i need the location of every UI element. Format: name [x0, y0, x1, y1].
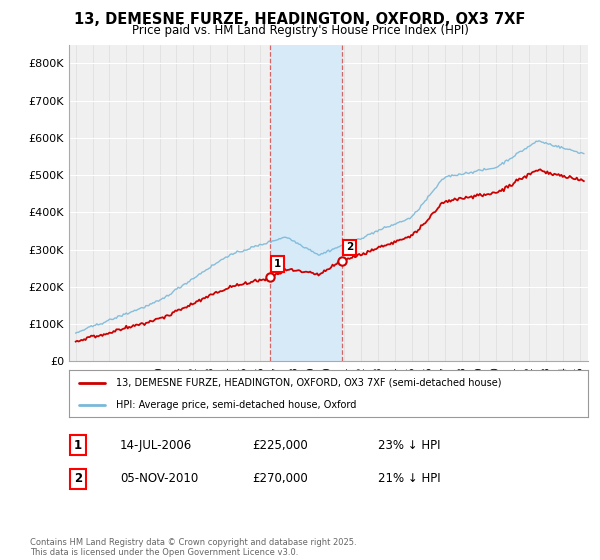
- Text: 14-JUL-2006: 14-JUL-2006: [120, 438, 192, 452]
- Text: 2: 2: [346, 242, 353, 252]
- Text: £270,000: £270,000: [252, 472, 308, 486]
- Text: 1: 1: [74, 438, 82, 452]
- Text: 23% ↓ HPI: 23% ↓ HPI: [378, 438, 440, 452]
- Text: Price paid vs. HM Land Registry's House Price Index (HPI): Price paid vs. HM Land Registry's House …: [131, 24, 469, 36]
- Text: HPI: Average price, semi-detached house, Oxford: HPI: Average price, semi-detached house,…: [116, 400, 356, 410]
- Text: Contains HM Land Registry data © Crown copyright and database right 2025.
This d: Contains HM Land Registry data © Crown c…: [30, 538, 356, 557]
- Text: 2: 2: [74, 472, 82, 486]
- Text: 21% ↓ HPI: 21% ↓ HPI: [378, 472, 440, 486]
- Text: 13, DEMESNE FURZE, HEADINGTON, OXFORD, OX3 7XF: 13, DEMESNE FURZE, HEADINGTON, OXFORD, O…: [74, 12, 526, 27]
- Text: 1: 1: [274, 259, 281, 269]
- Text: 05-NOV-2010: 05-NOV-2010: [120, 472, 198, 486]
- Text: 13, DEMESNE FURZE, HEADINGTON, OXFORD, OX3 7XF (semi-detached house): 13, DEMESNE FURZE, HEADINGTON, OXFORD, O…: [116, 378, 501, 388]
- Text: £225,000: £225,000: [252, 438, 308, 452]
